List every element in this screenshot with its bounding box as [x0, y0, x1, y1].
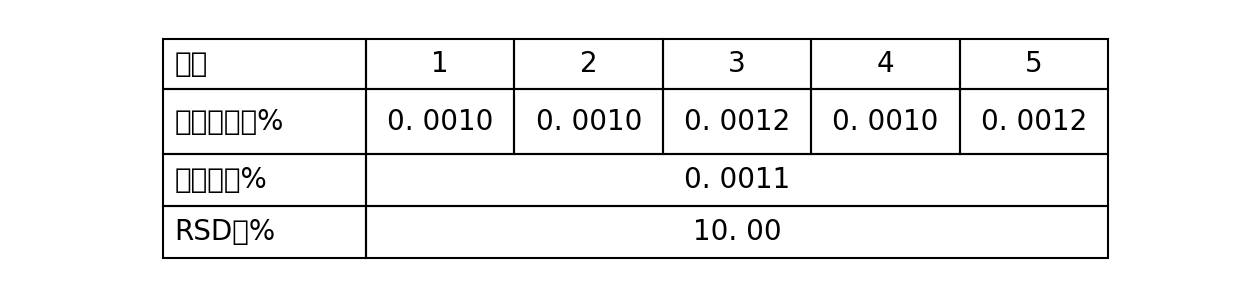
Text: 0. 0010: 0. 0010 — [832, 108, 939, 136]
Text: 平均値，%: 平均値，% — [174, 166, 267, 194]
Bar — [162, 89, 366, 154]
Text: 0. 0012: 0. 0012 — [981, 108, 1087, 136]
Text: 1: 1 — [432, 50, 449, 78]
Text: RSD，%: RSD，% — [174, 218, 275, 246]
Bar — [366, 206, 1109, 258]
Text: 2: 2 — [580, 50, 598, 78]
Bar — [162, 39, 366, 89]
Bar — [162, 206, 366, 258]
Text: 5: 5 — [1025, 50, 1043, 78]
Text: 0. 0010: 0. 0010 — [536, 108, 642, 136]
Text: 0. 0011: 0. 0011 — [684, 166, 790, 194]
Bar — [366, 154, 1109, 206]
Bar — [515, 89, 663, 154]
Text: 0. 0012: 0. 0012 — [684, 108, 790, 136]
Bar — [960, 89, 1109, 154]
Bar — [663, 89, 811, 154]
Bar — [366, 89, 515, 154]
Text: 0. 0010: 0. 0010 — [387, 108, 494, 136]
Bar — [366, 39, 515, 89]
Text: 3: 3 — [728, 50, 746, 78]
Bar — [960, 39, 1109, 89]
Text: 测定结果，%: 测定结果，% — [174, 108, 284, 136]
Text: 项目: 项目 — [174, 50, 207, 78]
Text: 10. 00: 10. 00 — [693, 218, 781, 246]
Bar — [162, 154, 366, 206]
Bar — [515, 39, 663, 89]
Bar — [811, 39, 960, 89]
Bar — [663, 39, 811, 89]
Text: 4: 4 — [877, 50, 894, 78]
Bar — [811, 89, 960, 154]
